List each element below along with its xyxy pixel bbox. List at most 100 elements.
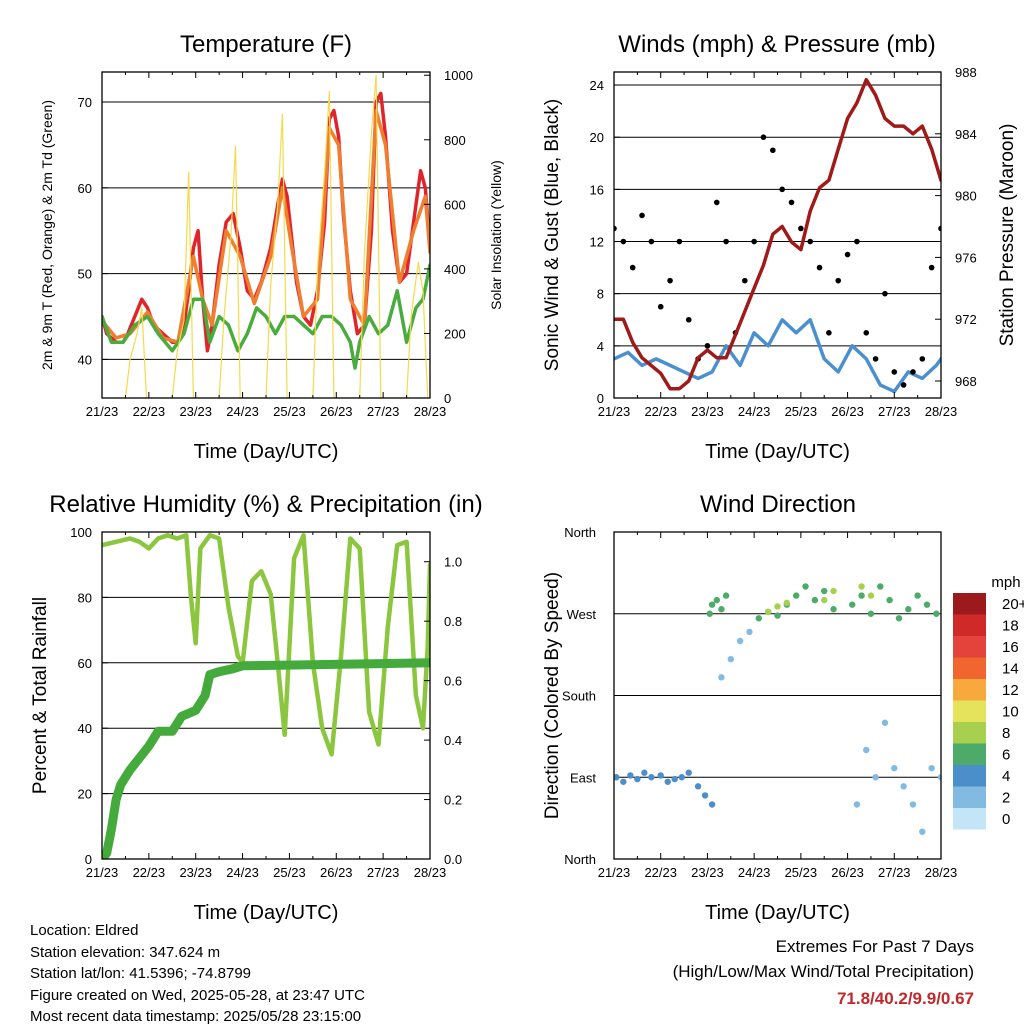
colorbar-unit: mph (991, 574, 1020, 591)
direction-point (821, 596, 828, 604)
plot-area (614, 583, 941, 835)
gust-point (938, 225, 941, 232)
y2-axis-label: Station Pressure (Maroon) (997, 124, 1018, 347)
x-tick-label: 25/23 (785, 404, 818, 419)
direction-point (830, 587, 837, 595)
y-tick-label: 100 (70, 525, 92, 540)
x-tick-label: 24/23 (226, 865, 259, 880)
direction-point (867, 592, 875, 599)
y-tick-label: 40 (78, 721, 92, 736)
gust-point (919, 356, 926, 362)
y2-tick-label: 0.0 (444, 852, 462, 867)
gust-point (629, 264, 636, 271)
x-tick-label: 25/23 (273, 404, 306, 419)
series-pressure (614, 77, 941, 391)
colorbar-label: 10 (1002, 704, 1019, 721)
direction-point (858, 583, 865, 590)
direction-point (937, 774, 941, 781)
gust-point (816, 264, 823, 271)
direction-point (792, 592, 800, 599)
x-tick-label: 28/23 (414, 404, 447, 419)
y-tick-label: 24 (590, 78, 604, 93)
y-tick-label: 70 (78, 95, 92, 110)
x-tick-label: 27/23 (367, 865, 400, 880)
recent-text: Most recent data timestamp: 2025/05/28 2… (30, 1008, 362, 1025)
direction-point (713, 596, 720, 604)
gust-point (704, 343, 711, 349)
y2-axis-label: Solar Insolation (Yellow) (488, 160, 504, 310)
colorbar-swatch (953, 700, 986, 722)
y-tick-label: 0 (597, 391, 604, 406)
gust-point (639, 212, 645, 219)
location-text: Location: Eldred (30, 922, 139, 939)
colorbar-label: 8 (1002, 725, 1010, 742)
direction-point (648, 774, 655, 781)
direction-point (909, 801, 917, 808)
chart-3: Relative Humidity (%) & Precipitation (i… (30, 491, 483, 924)
colorbar-label: 18 (1002, 618, 1019, 635)
direction-point (867, 610, 875, 617)
colorbar-label: 6 (1002, 747, 1010, 764)
elevation-text: Station elevation: 347.624 m (30, 943, 221, 961)
colorbar-swatch (953, 808, 986, 830)
x-tick-label: 23/23 (179, 404, 212, 419)
gust-point (863, 330, 870, 336)
x-tick-label: 26/23 (831, 404, 864, 419)
chart-1: Temperature (F) 21/23 22/23 23/23 24/23 25/23… (39, 31, 504, 463)
direction-point (746, 628, 753, 636)
x-tick-label: 22/23 (644, 865, 677, 880)
x-tick-label: 24/23 (738, 865, 771, 880)
direction-point (830, 606, 837, 613)
direction-point (764, 608, 772, 616)
x-tick-label: 27/23 (878, 865, 911, 880)
chart-title: Temperature (F) (180, 31, 352, 58)
extremes-box: Extremes For Past 7 Days (High/Low/Max W… (574, 934, 974, 1013)
x-tick-label: 22/23 (133, 865, 166, 880)
direction-point (708, 801, 716, 808)
chart-title: Relative Humidity (%) & Precipitation (i… (49, 491, 482, 518)
gust-point (891, 369, 898, 375)
y2-tick-label: 1.0 (444, 555, 462, 570)
direction-point (706, 610, 713, 617)
series-9m-t (102, 108, 430, 344)
gust-point (798, 225, 804, 232)
y2-tick-label: 988 (955, 65, 977, 80)
direction-point (783, 599, 791, 607)
y2-tick-label: 1000 (444, 68, 473, 83)
gust-point (742, 277, 748, 284)
plot-frame (613, 71, 942, 399)
gust-point (788, 199, 795, 206)
y2-tick-label: 400 (444, 262, 466, 277)
direction-point (923, 601, 931, 608)
direction-point (701, 792, 709, 799)
gust-point (657, 303, 664, 310)
y-tick-label: 20 (590, 130, 604, 145)
y2-tick-label: 0.6 (444, 674, 462, 689)
gust-point (910, 369, 916, 375)
direction-point (671, 775, 678, 783)
colorbar-swatch (953, 593, 986, 615)
colorbar-swatch (953, 657, 986, 679)
y2-tick-label: 972 (955, 312, 977, 327)
chart-2: Winds (mph) & Pressure (mb) 21/23 22/23 23/… (542, 31, 1018, 463)
colorbar-label: 4 (1002, 768, 1010, 785)
x-tick-label: 28/23 (925, 865, 958, 880)
direction-point (634, 775, 641, 783)
colorbar-label: 16 (1002, 639, 1019, 656)
direction-point (881, 719, 889, 726)
y-tick-label: 8 (597, 287, 604, 302)
y2-tick-label: 800 (444, 133, 466, 148)
colorbar-swatch (953, 614, 986, 636)
direction-point (863, 746, 870, 754)
x-tick-label: 28/23 (925, 404, 958, 419)
gust-point (900, 382, 907, 388)
y-tick-label: North (564, 525, 596, 540)
y-axis-label: Sonic Wind & Gust (Blue, Black) (542, 99, 563, 371)
gust-point (614, 225, 617, 232)
direction-point (694, 783, 702, 790)
extremes-values: 71.8/40.2/9.9/0.67 (836, 989, 974, 1008)
gust-point (872, 356, 879, 362)
gust-point (779, 186, 785, 193)
created-text: Figure created on Wed, 2025-05-28, at 23… (30, 986, 365, 1004)
